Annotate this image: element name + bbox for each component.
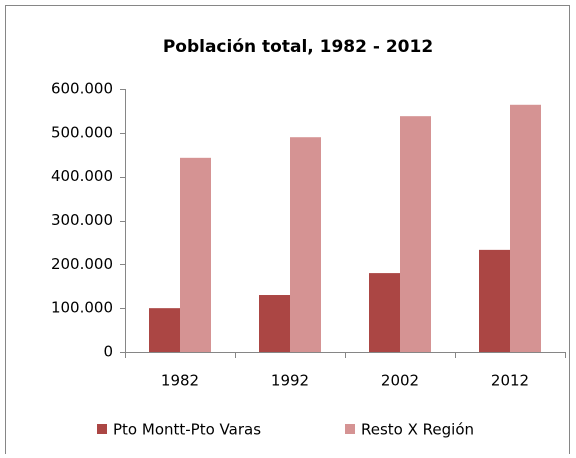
y-tick-label: 400.000 xyxy=(51,167,113,185)
y-tick-label: 0 xyxy=(103,343,113,361)
y-tick-label: 600.000 xyxy=(51,80,113,98)
chart-frame xyxy=(5,5,570,458)
bar xyxy=(369,273,400,352)
bar xyxy=(479,249,510,352)
legend-swatch xyxy=(345,424,355,434)
y-tick-label: 100.000 xyxy=(51,299,113,317)
x-tick-label: 2002 xyxy=(381,372,419,390)
chart-title: Población total, 1982 - 2012 xyxy=(163,37,433,57)
x-tick-label: 1982 xyxy=(161,372,199,390)
y-tick-label: 300.000 xyxy=(51,211,113,229)
bar xyxy=(510,104,541,352)
bar xyxy=(180,157,211,352)
legend-label: Resto X Región xyxy=(361,421,474,439)
y-tick-label: 200.000 xyxy=(51,255,113,273)
legend-label: Pto Montt-Pto Varas xyxy=(113,421,261,439)
legend-swatch xyxy=(97,424,107,434)
x-tick-label: 2012 xyxy=(491,372,529,390)
bar xyxy=(149,308,180,352)
bar xyxy=(400,116,431,352)
x-tick-label: 1992 xyxy=(271,372,309,390)
bar xyxy=(290,137,321,352)
y-tick-label: 500.000 xyxy=(51,123,113,141)
bar xyxy=(259,295,290,352)
